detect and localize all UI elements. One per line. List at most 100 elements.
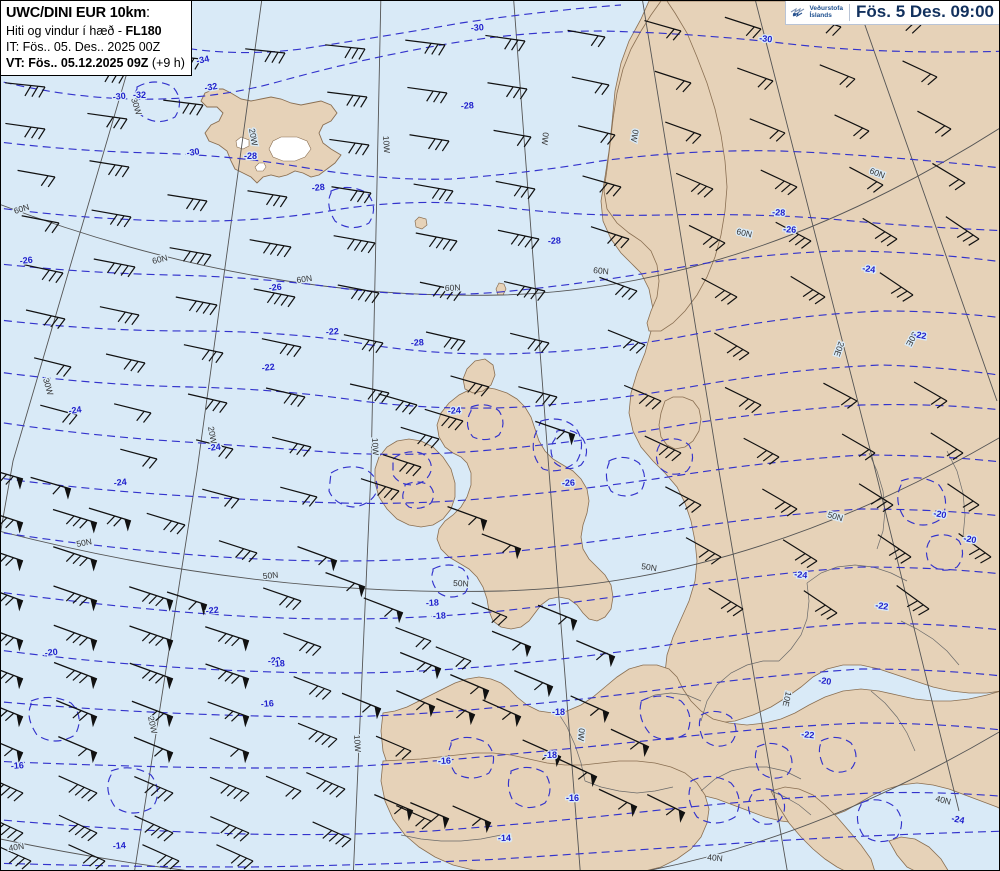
latitude-label: 60N <box>736 226 753 239</box>
land-italy <box>770 786 875 870</box>
isotherm-value-label: -24 <box>794 569 808 580</box>
isotherm-value-label: -30 <box>112 91 126 102</box>
land-italy-south <box>888 836 949 870</box>
glacier-vatnajokull <box>268 136 312 162</box>
imo-logo-line1: Veðurstofa <box>809 4 844 12</box>
latitude-label: 60N <box>445 282 461 293</box>
latitude-label: 60N <box>296 273 313 285</box>
isotherm-value-label: -20 <box>963 533 978 545</box>
country-borders <box>400 450 966 842</box>
isotherm-value-label: -16 <box>566 793 579 803</box>
longitude-label: 20W <box>206 426 219 445</box>
isotherm-value-label: -22 <box>801 729 815 740</box>
isotherm-value-label: -22 <box>205 605 219 616</box>
land-iberia <box>380 752 710 870</box>
isotherm-value-label: -22 <box>325 326 339 337</box>
longitude-label: 20W <box>247 128 260 147</box>
lon-line-0 <box>513 1 581 870</box>
isotherm-value-label: -24 <box>113 477 127 488</box>
latitude-label: 50N <box>641 561 658 573</box>
isotherm-value-label: -26 <box>562 478 575 488</box>
isotherm-value-label: -18 <box>433 610 447 621</box>
imo-logo-line2: Íslands <box>809 12 832 19</box>
lon-line-30e <box>856 1 998 402</box>
isotherm-value-label: -24 <box>68 404 82 416</box>
chart-legend-box: UWC/DINI EUR 10km: Hiti og vindur í hæð … <box>1 1 192 76</box>
legend-title-row: UWC/DINI EUR 10km: <box>6 4 185 23</box>
longitude-label: 0W <box>576 728 587 742</box>
graticule-labels: 60N60N60N60N60N60N60N50N50N50N50N50N40N4… <box>7 95 954 864</box>
longitude-label: 10E <box>781 691 794 708</box>
isotherm-value-label: -16 <box>260 698 274 709</box>
latitude-label: 50N <box>262 570 278 581</box>
lat-line-50n <box>1 437 999 592</box>
isotherm-value-label: -20 <box>44 647 58 658</box>
legend-parameter-row: Hiti og vindur í hæð - FL180 <box>6 23 185 39</box>
latitude-label: 50N <box>453 578 469 589</box>
isotherm-value-label: -16 <box>10 760 24 771</box>
isotherm-value-label: -22 <box>875 600 889 612</box>
latitude-label: 40N <box>935 793 953 806</box>
isotherm-value-label: -32 <box>204 81 219 93</box>
header-divider <box>849 3 851 21</box>
latitude-label: 60N <box>593 265 609 276</box>
isotherm-value-label: -14 <box>112 840 126 851</box>
isotherm-value-label: -20 <box>818 675 832 687</box>
lat-line-40n <box>1 731 999 870</box>
imo-logo: Veðurstofa Íslands <box>790 5 843 20</box>
isotherm-value-label: -20 <box>267 655 281 666</box>
isotherm-value-label: -18 <box>271 658 285 669</box>
isotherm-value-label: -28 <box>410 337 424 348</box>
isotherm-value-label: -22 <box>261 362 275 373</box>
latitude-label: 50N <box>75 536 92 549</box>
valid-timestamp: Fös. 5 Des. 09:00 <box>856 2 994 21</box>
latitude-label: 40N <box>707 852 723 863</box>
legend-title-colon: : <box>146 5 150 21</box>
legend-init-time: IT: Fös.. 05. Des.. 2025 00Z <box>6 39 161 54</box>
imo-logomark-icon <box>791 7 805 18</box>
isotherm-value-label: -22 <box>913 329 928 341</box>
isotherm-value-label: -18 <box>544 750 557 760</box>
imo-logo-text: Veðurstofa Íslands <box>809 5 843 20</box>
isotherm-value-label: -24 <box>447 405 461 416</box>
lon-line-20e <box>755 1 960 812</box>
legend-model-title: UWC/DINI EUR 10km <box>6 5 147 21</box>
legend-valid-time: VT: Fös.. 05.12.2025 09Z <box>6 55 152 70</box>
land-ireland <box>374 438 456 528</box>
legend-valid-time-row: VT: Fös.. 05.12.2025 09Z (+9 h) <box>6 55 185 71</box>
isotherm-value-label: -24 <box>951 813 966 825</box>
lon-line-30w <box>1 1 149 533</box>
isotherm-value-label: -14 <box>498 833 511 843</box>
isotherm-value-label: -32 <box>133 90 146 100</box>
glacier-myrdalsjokull <box>254 162 267 172</box>
lon-line-10w <box>353 1 382 870</box>
landmasses <box>200 1 999 870</box>
isotherm-value-label: -28 <box>772 207 786 218</box>
longitude-label: 0W <box>540 132 551 146</box>
lon-line-20w <box>134 1 263 870</box>
legend-parameter-text: Hiti og vindur í hæð - <box>6 23 126 38</box>
legend-lead-time: (+9 h) <box>151 55 185 70</box>
longitude-label: 10W <box>352 734 363 752</box>
isotherm-value-label: -28 <box>460 100 474 111</box>
longitude-label: 10W <box>370 438 381 456</box>
lat-line-60n <box>1 128 999 296</box>
isotherm-value-label: -26 <box>783 224 797 235</box>
latitude-label: 40N <box>8 841 25 853</box>
isotherm-value-label: -18 <box>426 597 440 608</box>
isotherm-value-label: -34 <box>195 53 210 65</box>
isotherm-value-label: -24 <box>207 442 221 453</box>
isotherm-value-label: -28 <box>244 151 257 161</box>
legend-flight-level: FL180 <box>125 23 162 38</box>
isotherm-value-label: -30 <box>186 146 200 158</box>
isotherm-value-label: -30 <box>470 22 484 33</box>
land-great-britain <box>436 386 614 630</box>
longitude-label: 0W <box>629 129 641 143</box>
latitude-label: 60N <box>151 252 169 265</box>
isotherm-value-label: -20 <box>933 508 948 520</box>
land-denmark <box>658 396 702 450</box>
